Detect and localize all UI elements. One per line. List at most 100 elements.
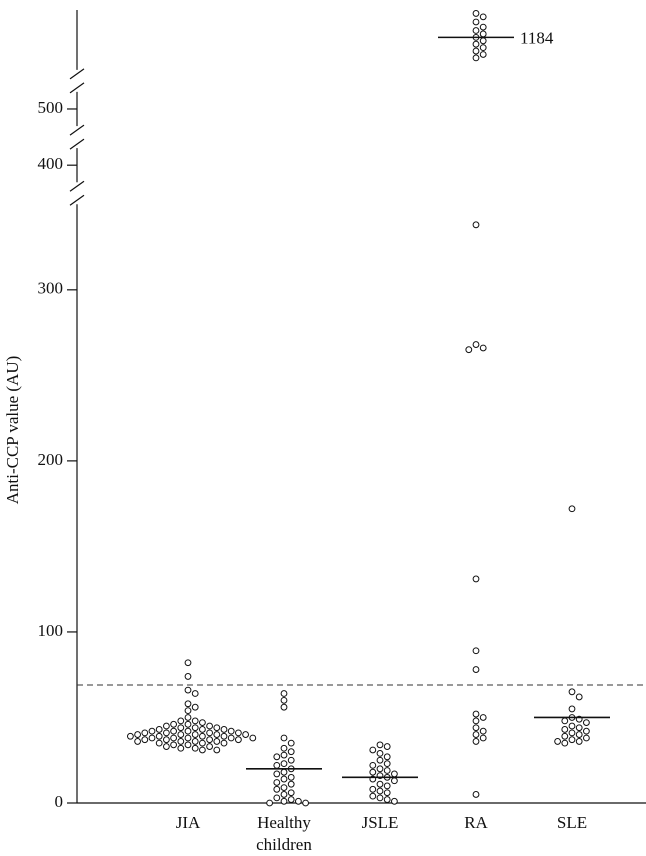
data-point — [177, 724, 185, 732]
data-point — [369, 761, 377, 769]
data-point — [177, 744, 185, 752]
x-tick-label: RA — [464, 813, 488, 832]
y-tick-label: 500 — [38, 98, 64, 117]
data-point — [287, 739, 295, 747]
data-point — [148, 734, 156, 742]
data-point — [280, 797, 288, 805]
data-point — [206, 736, 214, 744]
data-point — [184, 734, 192, 742]
data-point — [383, 760, 391, 768]
data-point — [266, 799, 274, 807]
data-point — [568, 729, 576, 737]
data-point — [479, 44, 487, 52]
data-point — [148, 727, 156, 735]
data-point — [472, 724, 480, 732]
data-point — [472, 221, 480, 229]
data-point — [249, 734, 257, 742]
data-point — [568, 722, 576, 730]
axis-break — [69, 68, 85, 80]
data-point — [199, 726, 206, 733]
data-point — [287, 796, 295, 803]
data-point — [575, 731, 583, 738]
data-point — [369, 785, 377, 793]
data-point — [287, 756, 295, 764]
y-tick-label: 200 — [38, 450, 64, 469]
data-point — [273, 753, 281, 761]
data-point — [280, 775, 288, 783]
data-point — [280, 751, 288, 759]
data-point — [220, 739, 228, 747]
data-point — [280, 768, 288, 776]
data-point — [472, 710, 480, 718]
data-point — [383, 753, 391, 761]
data-point — [227, 734, 235, 742]
data-point — [170, 734, 178, 742]
data-point — [383, 767, 391, 774]
data-point — [561, 717, 569, 725]
data-point — [213, 724, 221, 732]
data-point — [472, 47, 480, 55]
data-point — [184, 700, 192, 708]
data-point — [376, 741, 384, 749]
data-point — [383, 789, 391, 797]
data-point — [191, 717, 199, 725]
data-point — [575, 738, 583, 745]
data-point — [472, 738, 480, 745]
data-point — [479, 30, 487, 38]
data-point — [280, 744, 288, 752]
data-point — [280, 703, 288, 711]
data-point — [199, 746, 206, 754]
data-point — [561, 739, 569, 747]
data-point — [177, 717, 185, 725]
data-point — [235, 736, 242, 744]
data-point — [155, 726, 163, 733]
data-point — [383, 796, 391, 803]
x-tick-label: JIA — [175, 813, 201, 832]
data-point — [184, 714, 192, 721]
data-point — [170, 727, 178, 735]
data-point — [126, 732, 134, 740]
data-point — [472, 27, 480, 34]
data-point — [383, 782, 391, 790]
data-point — [184, 727, 192, 735]
data-point — [280, 791, 288, 798]
data-point — [163, 736, 170, 744]
data-point — [184, 686, 192, 694]
data-point — [472, 341, 480, 348]
data-point — [177, 731, 185, 738]
data-point — [242, 731, 250, 738]
median-label: 1184 — [520, 28, 554, 47]
data-point — [479, 13, 487, 21]
data-point — [184, 720, 192, 728]
data-point — [391, 770, 398, 778]
data-point — [479, 23, 487, 31]
data-point — [472, 647, 480, 655]
data-point — [213, 731, 221, 738]
data-point — [568, 505, 576, 513]
data-point — [568, 736, 576, 744]
data-point — [163, 729, 170, 737]
data-point — [206, 743, 214, 750]
data-point — [391, 797, 398, 805]
x-tick-label: SLE — [556, 813, 588, 832]
data-point — [479, 714, 487, 721]
data-point — [191, 703, 199, 711]
data-point — [287, 780, 295, 788]
data-point — [369, 746, 377, 754]
y-tick-label: 300 — [38, 279, 64, 298]
data-point — [280, 690, 288, 697]
data-point — [206, 729, 214, 737]
data-point — [479, 37, 487, 45]
data-point — [568, 705, 576, 713]
data-point — [376, 756, 384, 764]
axis-break — [69, 138, 85, 150]
data-point — [273, 785, 281, 793]
data-point — [295, 797, 302, 805]
data-point — [287, 773, 295, 781]
data-point — [287, 748, 295, 756]
data-point — [191, 738, 199, 745]
data-point — [273, 770, 281, 778]
data-point — [554, 738, 561, 745]
data-point — [191, 724, 199, 732]
